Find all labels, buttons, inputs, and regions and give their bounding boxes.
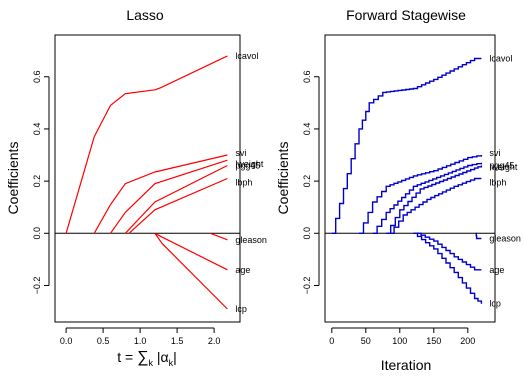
stagewise-series-gleason: [475, 232, 482, 240]
stagewise-label-lbph: lbph: [489, 178, 506, 188]
lasso-label-lbph: lbph: [235, 178, 252, 188]
lasso-frame: [54, 34, 241, 323]
stagewise-label-lweight: lweight: [489, 162, 518, 172]
lasso-series-pgg45: [124, 164, 228, 234]
stagewise-y-tick-label: 0.0: [302, 227, 312, 240]
lasso-xlabel-t: t =: [117, 349, 137, 365]
lasso-y-tick-label: 0.0: [32, 227, 42, 240]
lasso-x-tick-label: 1.5: [171, 336, 184, 346]
stagewise-x-tick-label: 200: [460, 336, 475, 346]
stagewise-series-lcavol: [331, 57, 482, 234]
lasso-title: Lasso: [126, 7, 164, 23]
stagewise-x-tick-label: 50: [361, 336, 371, 346]
stagewise-xlabel: Iteration: [381, 357, 432, 373]
lasso-series-lbph: [128, 177, 228, 234]
lasso-xlabel-abs: |α: [153, 349, 169, 365]
stagewise-panel: Forward Stagewise Coefficients Iteration…: [275, 7, 521, 373]
lasso-panel: Lasso Coefficients t = ∑k |αk| 0.0 0.5 1.0…: [5, 7, 267, 368]
stagewise-label-pgg45: pgg45: [489, 160, 514, 170]
stagewise-series-lweight: [372, 162, 483, 234]
lasso-label-lcavol: lcavol: [235, 51, 258, 61]
stagewise-series-svi: [359, 155, 483, 234]
lasso-label-pgg45: pgg45: [235, 160, 260, 170]
stagewise-title: Forward Stagewise: [346, 7, 466, 23]
lasso-xlabel: t = ∑k |αk|: [117, 349, 177, 368]
lasso-label-lcp: lcp: [235, 304, 247, 314]
stagewise-y-tick-label: −0.2: [302, 277, 312, 295]
stagewise-ylabel: Coefficients: [275, 142, 291, 215]
lasso-series-svi: [93, 154, 228, 234]
stagewise-y-tick-label: 0.4: [302, 123, 312, 136]
stagewise-series-pgg45: [386, 165, 483, 234]
stagewise-frame: [324, 34, 496, 323]
lasso-label-lweight: lweight: [235, 159, 264, 169]
lasso-series-lcp: [154, 232, 228, 310]
lasso-xlabel-k2: k: [169, 358, 174, 368]
lasso-series-gleason: [210, 232, 228, 241]
lasso-label-age: age: [235, 265, 250, 275]
stagewise-label-age: age: [489, 265, 504, 275]
lasso-x-tick-label: 0.5: [97, 336, 110, 346]
lasso-xlabel-k: k: [149, 358, 154, 368]
stagewise-x-tick-label: 150: [426, 336, 441, 346]
lasso-series-lcavol: [65, 55, 228, 234]
lasso-series-age: [154, 232, 228, 271]
stagewise-series-lcp: [413, 232, 483, 304]
stagewise-label-svi: svi: [489, 148, 500, 158]
stagewise-x-tick-label: 0: [329, 336, 334, 346]
stagewise-y-tick-label: 0.2: [302, 175, 312, 188]
lasso-series-lweight: [110, 159, 228, 234]
lasso-y-tick-label: 0.2: [32, 175, 42, 188]
lasso-y-tick-label: 0.4: [32, 123, 42, 136]
stagewise-series-age: [416, 232, 482, 271]
lasso-x-tick-label: 0.0: [60, 336, 73, 346]
lasso-ylabel: Coefficients: [5, 142, 21, 215]
stagewise-x-tick-label: 100: [392, 336, 407, 346]
stagewise-label-gleason: gleason: [489, 234, 521, 244]
lasso-x-tick-label: 2.0: [208, 336, 221, 346]
stagewise-series-lbph: [389, 177, 482, 234]
stagewise-label-lcp: lcp: [489, 299, 501, 309]
stagewise-y-tick-label: 0.6: [302, 70, 312, 83]
lasso-y-tick-label: −0.2: [32, 277, 42, 295]
lasso-x-tick-label: 1.0: [134, 336, 147, 346]
lasso-xlabel-sum: ∑: [137, 349, 148, 366]
lasso-y-tick-label: 0.6: [32, 70, 42, 83]
lasso-xlabel-bar: |: [173, 349, 177, 365]
lasso-label-gleason: gleason: [235, 235, 267, 245]
stagewise-label-lcavol: lcavol: [489, 53, 512, 63]
lasso-label-svi: svi: [235, 148, 246, 158]
